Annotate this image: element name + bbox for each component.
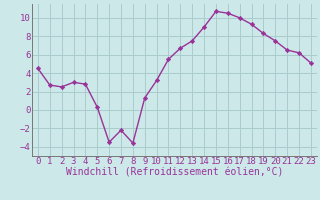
X-axis label: Windchill (Refroidissement éolien,°C): Windchill (Refroidissement éolien,°C) (66, 168, 283, 178)
